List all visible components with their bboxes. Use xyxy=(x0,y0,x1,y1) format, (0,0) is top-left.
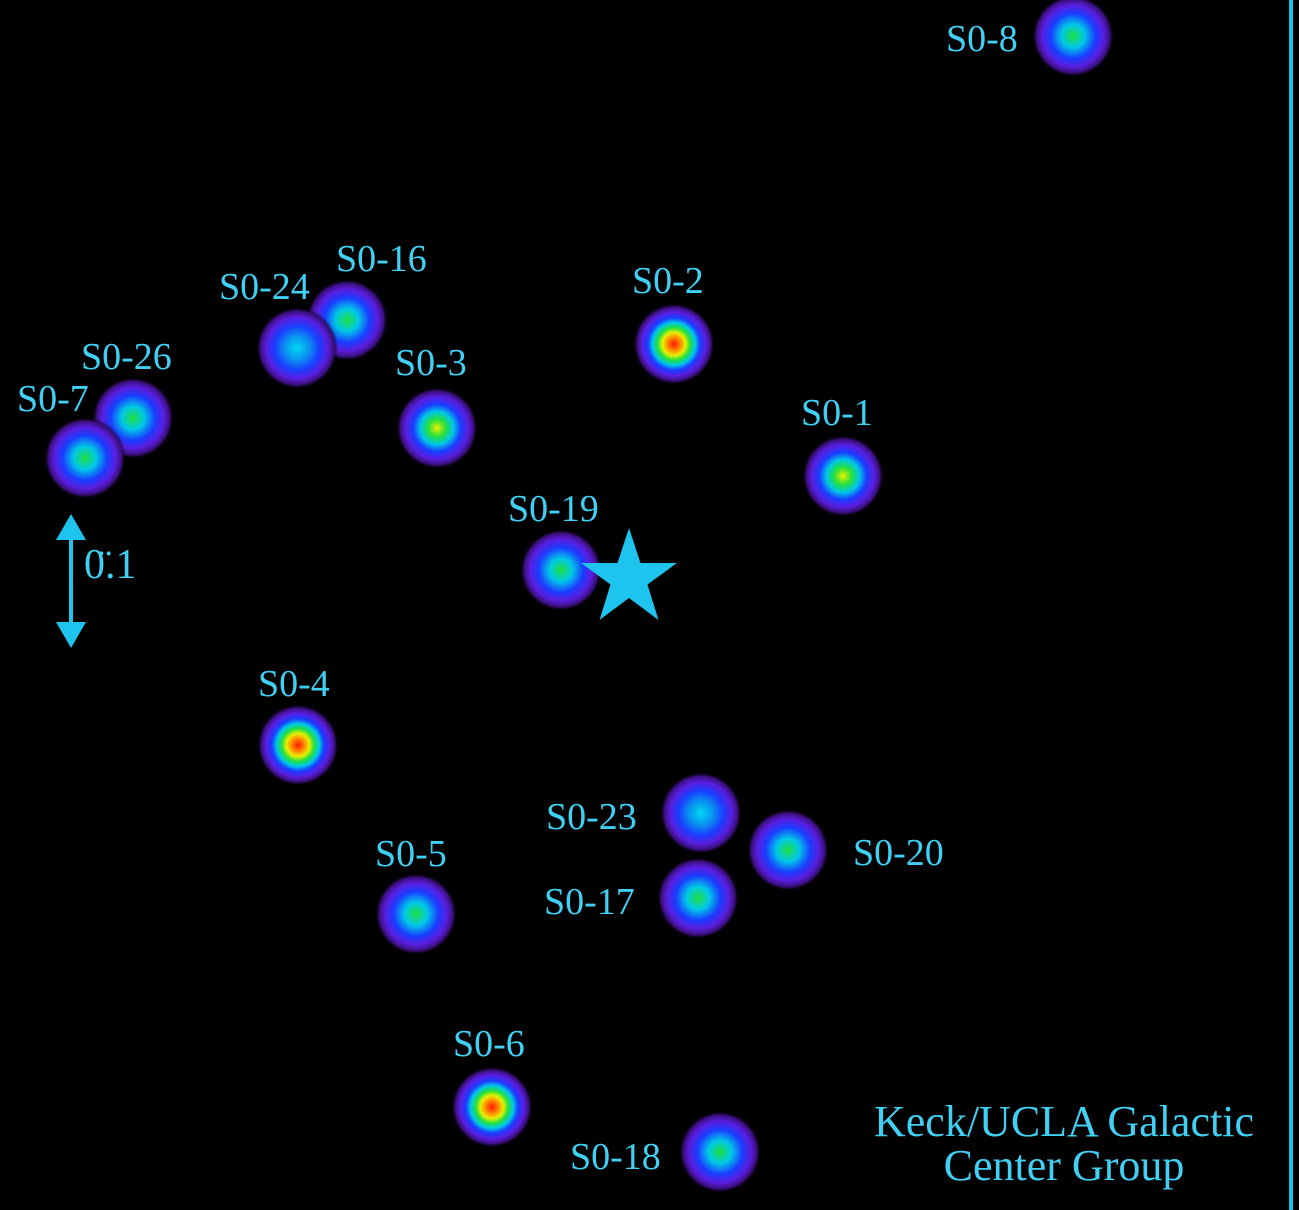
star-label-s0-26: S0-26 xyxy=(81,336,172,378)
star-blob-s0-8 xyxy=(1032,0,1114,77)
star-label-s0-7: S0-7 xyxy=(17,378,89,420)
star-label-s0-8: S0-8 xyxy=(946,18,1018,60)
star-blob-s0-5 xyxy=(375,873,457,955)
star-label-s0-4: S0-4 xyxy=(258,663,330,705)
star-label-s0-17: S0-17 xyxy=(544,881,635,923)
star-blob-s0-6 xyxy=(451,1066,533,1148)
star-blob-s0-19 xyxy=(520,529,602,611)
star-label-s0-1: S0-1 xyxy=(801,392,873,434)
star-blob-s0-18 xyxy=(679,1111,761,1193)
star-blob-s0-3 xyxy=(396,387,478,469)
star-blob-s0-4 xyxy=(257,704,339,786)
star-label-s0-18: S0-18 xyxy=(570,1136,661,1178)
star-label-s0-2: S0-2 xyxy=(632,260,704,302)
star-blob-s0-17 xyxy=(657,857,739,939)
star-blob-s0-1 xyxy=(802,435,884,517)
star-blob-s0-24 xyxy=(256,307,338,389)
scale-bar-label: 0̈.1 xyxy=(84,542,137,588)
star-label-s0-20: S0-20 xyxy=(853,832,944,874)
star-label-s0-16: S0-16 xyxy=(336,238,427,280)
star-label-s0-24: S0-24 xyxy=(219,266,310,308)
star-label-s0-3: S0-3 xyxy=(395,342,467,384)
star-label-s0-23: S0-23 xyxy=(546,796,637,838)
star-blob-s0-7 xyxy=(44,417,126,499)
star-label-s0-19: S0-19 xyxy=(508,488,599,530)
credit-line-2: Center Group xyxy=(943,1141,1185,1190)
credit-line-1: Keck/UCLA Galactic xyxy=(874,1097,1254,1146)
star-blob-s0-2 xyxy=(633,303,715,385)
credit-text: Keck/UCLA Galactic Center Group xyxy=(854,1100,1274,1188)
star-icon xyxy=(581,528,677,620)
scale-bar-arrow xyxy=(56,514,86,648)
star-blob-s0-23 xyxy=(660,772,742,854)
frame-edge xyxy=(1289,0,1293,1210)
star-label-s0-5: S0-5 xyxy=(375,833,447,875)
star-blob-s0-20 xyxy=(747,809,829,891)
star-label-s0-6: S0-6 xyxy=(453,1023,525,1065)
